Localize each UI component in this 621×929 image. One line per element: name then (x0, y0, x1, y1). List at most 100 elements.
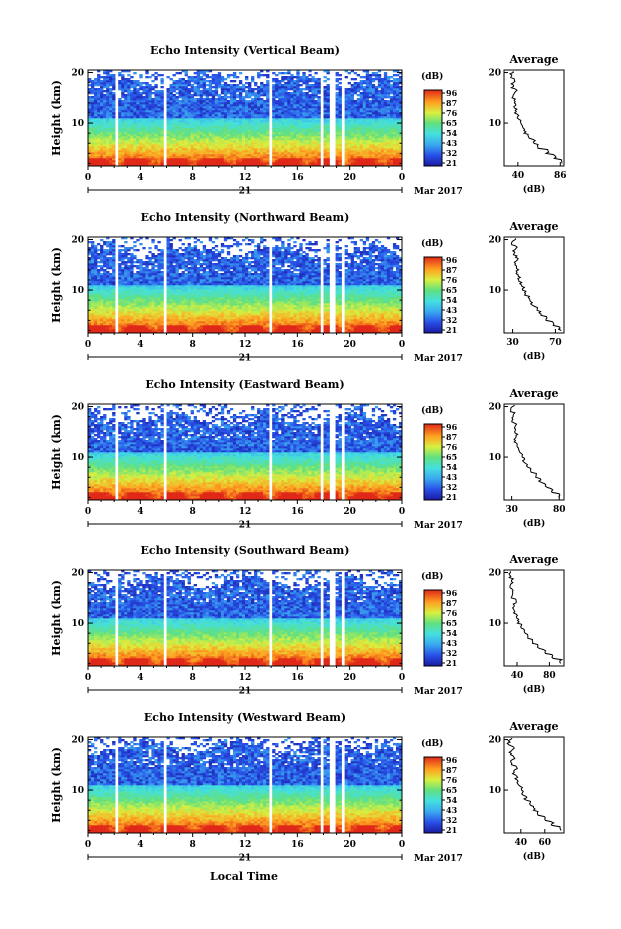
heatmap-cell (314, 160, 318, 163)
heatmap-cell (241, 132, 246, 135)
heatmap-cell (133, 241, 137, 244)
heatmap-cell (88, 96, 92, 99)
heatmap-cell (109, 146, 113, 149)
heatmap-cell (232, 148, 237, 151)
heatmap-cell (112, 317, 116, 320)
heatmap-cell (245, 128, 249, 131)
heatmap-cell (103, 112, 107, 115)
heatmap-cell (103, 150, 107, 153)
heatmap-cell (374, 164, 379, 167)
heatmap-cell (395, 92, 400, 95)
heatmap-cell (220, 126, 225, 129)
heatmap-cell (136, 106, 140, 109)
heatmap-cell (353, 72, 358, 75)
heatmap-cell (377, 102, 382, 105)
heatmap-cell (202, 110, 207, 113)
heatmap-cell (374, 152, 379, 155)
heatmap-cell (347, 128, 351, 131)
heatmap-cell (305, 78, 309, 81)
heatmap-cell (368, 92, 373, 95)
heatmap-cell (266, 146, 270, 149)
heatmap-cell (118, 134, 122, 137)
heatmap-cell (377, 146, 382, 149)
heatmap-cell (296, 136, 300, 139)
heatmap-cell (275, 144, 279, 147)
heatmap-cell (106, 144, 110, 147)
heatmap-cell (199, 128, 204, 131)
heatmap-cell (395, 88, 400, 91)
heatmap-cell (344, 134, 348, 137)
heatmap-cell (383, 144, 388, 147)
heatmap-cell (383, 116, 388, 119)
heatmap-cell (88, 325, 92, 328)
heatmap-cell (359, 94, 364, 97)
heatmap-cell (386, 104, 391, 107)
heatmap-cell (106, 118, 110, 121)
heatmap-cell (395, 164, 400, 167)
heatmap-cell (392, 140, 397, 143)
heatmap-cell (118, 104, 122, 107)
heatmap-cell (169, 140, 173, 143)
heatmap-cell (335, 148, 339, 151)
heatmap-cell (109, 265, 113, 268)
heatmap-cell (160, 112, 164, 115)
heatmap-cell (353, 128, 358, 131)
heatmap-cell (254, 136, 258, 139)
heatmap-cell (305, 136, 309, 139)
heatmap-cell (238, 108, 243, 111)
heatmap-cell (157, 90, 161, 93)
heatmap-cell (380, 120, 385, 123)
heatmap-cell (187, 120, 191, 123)
heatmap-cell (220, 100, 225, 103)
heatmap-cell (326, 158, 330, 161)
heatmap-cell (130, 96, 134, 99)
heatmap-cell (133, 90, 137, 93)
heatmap-cell (169, 88, 173, 91)
heatmap-cell (118, 249, 122, 252)
heatmap-cell (386, 92, 391, 95)
heatmap-cell (377, 126, 382, 129)
heatmap-cell (302, 72, 306, 75)
heatmap-cell (127, 98, 131, 101)
heatmap-cell (266, 120, 270, 123)
heatmap-cell (226, 74, 231, 77)
heatmap-cell (94, 96, 98, 99)
heatmap-cell (91, 327, 95, 330)
heatmap-cell (251, 130, 255, 133)
heatmap-cell (362, 132, 367, 135)
heatmap-cell (362, 158, 367, 161)
heatmap-cell (284, 84, 288, 87)
heatmap-cell (91, 84, 95, 87)
heatmap-cell (344, 94, 348, 97)
heatmap-cell (290, 74, 294, 77)
heatmap-cell (359, 82, 364, 85)
heatmap-cell (287, 150, 291, 153)
heatmap-cell (193, 88, 197, 91)
heatmap-cell (347, 136, 351, 139)
heatmap-cell (260, 98, 264, 101)
heatmap-cell (157, 94, 161, 97)
heatmap-cell (202, 88, 207, 91)
heatmap-cell (127, 78, 131, 81)
heatmap-cell (251, 92, 255, 95)
heatmap-cell (193, 150, 197, 153)
heatmap-cell (311, 104, 315, 107)
heatmap-cell (245, 158, 249, 161)
heatmap-cell (260, 150, 264, 153)
heatmap-cell (311, 138, 315, 141)
heatmap-cell (88, 80, 92, 83)
heatmap-cell (395, 148, 400, 151)
heatmap-cell (260, 114, 264, 117)
heatmap-cell (175, 112, 179, 115)
heatmap-cell (272, 126, 276, 129)
heatmap-cell (211, 122, 216, 125)
heatmap-cell (344, 164, 348, 167)
heatmap-cell (151, 138, 155, 141)
heatmap-cell (154, 164, 158, 167)
heatmap-cell (293, 90, 297, 93)
heatmap-cell (118, 319, 122, 322)
heatmap-cell (232, 136, 237, 139)
heatmap-cell (257, 142, 261, 145)
heatmap-cell (160, 118, 164, 121)
heatmap-cell (214, 80, 219, 83)
